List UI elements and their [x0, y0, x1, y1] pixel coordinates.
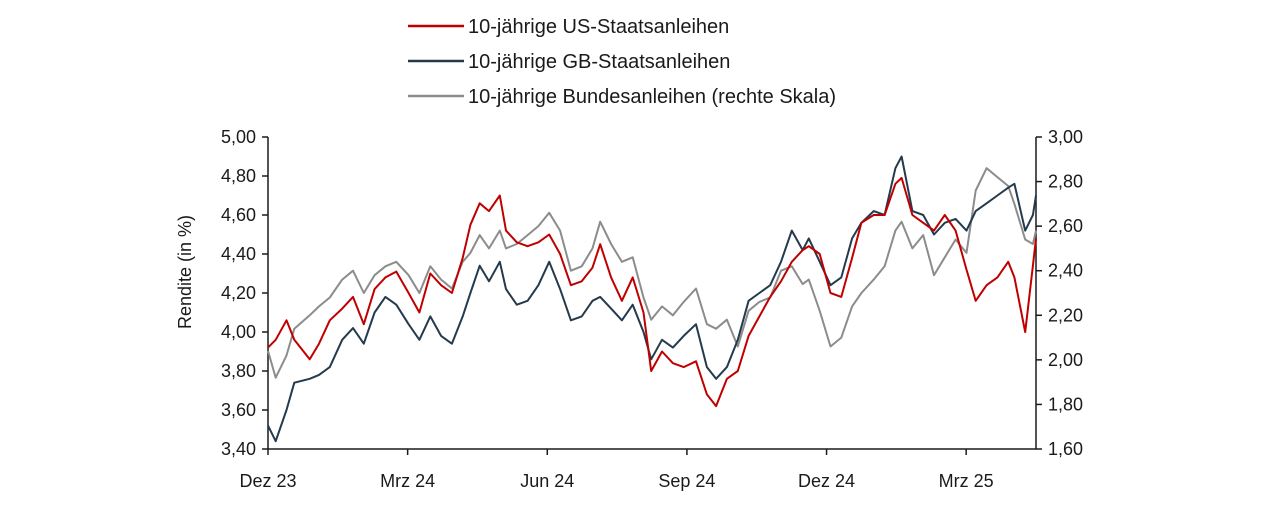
y-tick-label-left: 5,00 [221, 127, 256, 147]
y-tick-label-left: 4,20 [221, 283, 256, 303]
legend-label-de: 10-jährige Bundesanleihen (rechte Skala) [468, 86, 836, 108]
y-tick-label-right: 1,80 [1048, 394, 1083, 414]
y-axis-title: Rendite (in %) [175, 215, 195, 329]
series-line-2 [267, 167, 1037, 379]
y-tick-label-right: 2,60 [1048, 216, 1083, 236]
y-tick-label-left: 4,80 [221, 166, 256, 186]
series-line-0 [267, 176, 1037, 408]
axes: 5,00 4,80 4,60 4,40 4,20 4,00 3,80 3,60 3,40 3,00… [221, 127, 1083, 491]
y-tick-label-right: 2,20 [1048, 305, 1083, 325]
y-tick-label-right: 1,60 [1048, 439, 1083, 459]
y-tick-label-left: 4,60 [221, 205, 256, 225]
x-tick-label: Dez 24 [798, 471, 855, 491]
legend-label-gb: 10-jährige GB-Staatsanleihen [468, 51, 730, 73]
legend-label-us: 10-jährige US-Staatsanleihen [468, 16, 729, 38]
y-tick-label-right: 3,00 [1048, 127, 1083, 147]
x-tick-label: Sep 24 [658, 471, 715, 491]
plot-lines [267, 155, 1037, 443]
y-tick-label-left: 4,40 [221, 244, 256, 264]
legend-item-de: 10-jährige Bundesanleihen (rechte Skala) [408, 86, 836, 108]
y-tick-label-right: 2,00 [1048, 350, 1083, 370]
y-tick-label-left: 3,40 [221, 439, 256, 459]
y-tick-label-left: 3,60 [221, 400, 256, 420]
y-tick-label-left: 3,80 [221, 361, 256, 381]
legend: 10-jährige US-Staatsanleihen 10-jährige … [408, 16, 836, 108]
y-tick-label-right: 2,80 [1048, 172, 1083, 192]
x-tick-label: Dez 23 [239, 471, 296, 491]
legend-item-gb: 10-jährige GB-Staatsanleihen [408, 51, 730, 73]
series-line-1 [267, 155, 1037, 443]
x-tick-label: Mrz 25 [939, 471, 994, 491]
legend-item-us: 10-jährige US-Staatsanleihen [408, 16, 729, 38]
y-tick-label-left: 4,00 [221, 322, 256, 342]
y-tick-label-right: 2,40 [1048, 261, 1083, 281]
x-tick-label: Mrz 24 [380, 471, 435, 491]
x-tick-label: Jun 24 [520, 471, 574, 491]
